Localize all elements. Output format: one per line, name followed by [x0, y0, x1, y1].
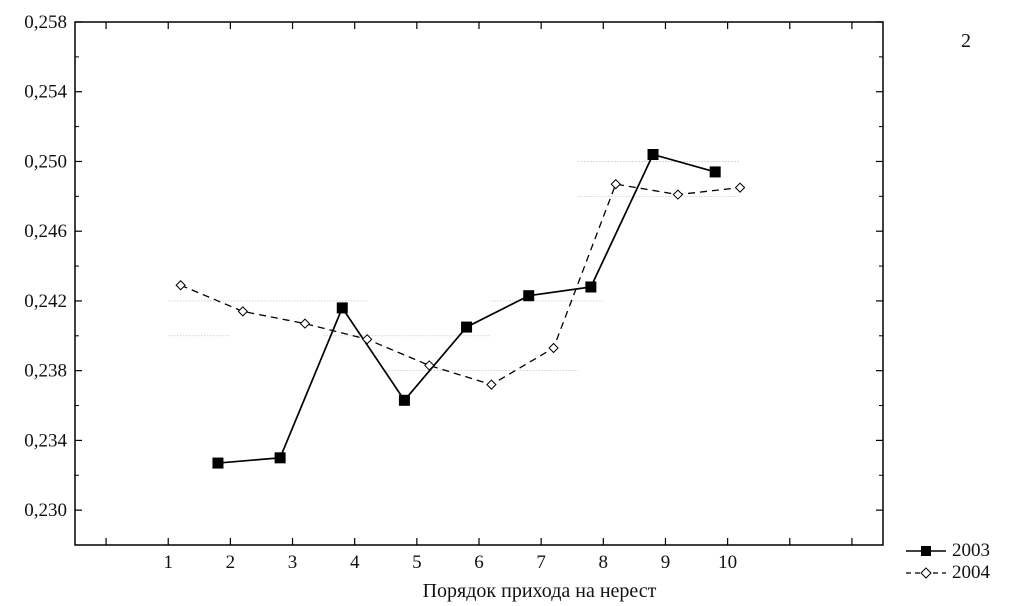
- x-tick-label: 3: [288, 552, 298, 573]
- x-axis-title: Порядок прихода на нерест: [422, 580, 657, 602]
- data-point-2003: [709, 166, 721, 178]
- legend-label-2004: 2004: [952, 562, 990, 583]
- y-tick-label: 0,258: [24, 12, 67, 33]
- plot-frame: [74, 21, 884, 546]
- data-point-2003: [274, 452, 286, 464]
- x-tick-label: 10: [718, 552, 737, 573]
- y-tick-label: 0,234: [24, 430, 67, 451]
- x-tick-label: 2: [226, 552, 236, 573]
- series-line-2003: [217, 153, 716, 464]
- data-point-2004: [175, 280, 186, 291]
- x-tick-label: 5: [412, 552, 422, 573]
- data-point-2004: [486, 379, 497, 390]
- data-point-2004: [672, 189, 684, 200]
- series-2004: [175, 178, 746, 390]
- y-tick-label: 0,238: [24, 361, 67, 382]
- data-point-2003: [212, 457, 224, 469]
- legend-label-2003: 2003: [952, 540, 990, 561]
- data-point-2004: [299, 318, 311, 329]
- data-point-2004: [734, 182, 746, 193]
- series-line-2004: [180, 183, 741, 386]
- data-point-2004: [610, 178, 621, 190]
- x-tick-label: 9: [661, 552, 671, 573]
- data-point-2004: [361, 334, 373, 345]
- legend-marker-2004: [906, 567, 946, 579]
- y-tick-label: 0,246: [24, 221, 67, 242]
- series-2003: [212, 148, 721, 469]
- data-point-2003: [398, 394, 410, 406]
- legend-item-2003: 2003: [906, 540, 990, 562]
- data-point-2003: [523, 290, 535, 302]
- panel-label: 2: [961, 30, 971, 52]
- y-tick-label: 0,242: [24, 291, 67, 312]
- data-point-2004: [548, 342, 559, 354]
- legend: 2003 2004: [906, 540, 990, 584]
- y-tick-label: 0,230: [24, 500, 67, 521]
- y-tick-label: 0,250: [24, 151, 67, 172]
- data-point-2003: [647, 148, 659, 160]
- x-tick-label: 8: [599, 552, 609, 573]
- x-tick-label: 4: [350, 552, 360, 573]
- data-point-2003: [336, 302, 348, 314]
- data-point-2003: [461, 321, 473, 333]
- data-point-2004: [424, 360, 435, 371]
- legend-marker-2003: [906, 546, 946, 556]
- data-point-2003: [585, 281, 597, 293]
- x-tick-label: 6: [474, 552, 484, 573]
- data-point-2004: [237, 306, 249, 317]
- y-tick-label: 0,254: [24, 82, 67, 103]
- x-tick-label: 7: [536, 552, 546, 573]
- legend-item-2004: 2004: [906, 562, 990, 584]
- x-tick-label: 1: [163, 552, 173, 573]
